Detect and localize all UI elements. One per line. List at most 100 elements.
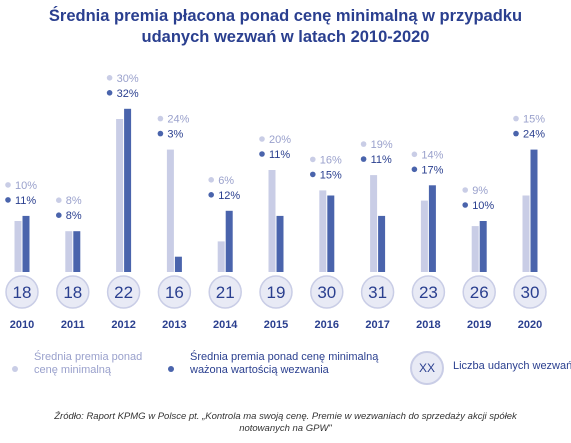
- x-tick-label-2013: 2013: [162, 319, 186, 331]
- bar-weighted-2014: [225, 210, 233, 272]
- legend-median-line-2: cenę minimalną: [34, 364, 112, 376]
- label-dot-weighted-2016: [310, 171, 316, 178]
- count-circle-2010: [5, 275, 39, 309]
- count-value-2020: 30: [521, 283, 540, 302]
- bar-median-2016: [319, 190, 327, 272]
- label-dot-median-2011: [56, 197, 62, 203]
- label-dot-median-2012: [106, 75, 113, 81]
- bar-median-2013: [166, 149, 174, 272]
- label-dot-weighted-2020: [513, 130, 519, 137]
- bar-weighted-2017: [378, 215, 386, 272]
- x-tick-label-2014: 2014: [213, 319, 238, 331]
- chart-title-line-1: Średnia premia płacona ponad cenę minima…: [48, 7, 523, 25]
- count-circle-2012: [106, 275, 141, 309]
- bar-median-2019: [471, 226, 479, 272]
- label-dot-weighted-2011: [56, 212, 62, 218]
- bar-median-2014: [217, 241, 225, 272]
- bar-weighted-2015: [276, 215, 284, 272]
- value-label-weighted-2017: 11%: [371, 154, 392, 166]
- bar-weighted-2013: [174, 256, 182, 272]
- count-value-2013: 16: [165, 283, 184, 302]
- count-circle-2019: [462, 275, 496, 309]
- source-line-1: Źródło: Raport KPMG w Polsce pt. „Kontro…: [54, 411, 517, 422]
- count-value-2016: 30: [317, 283, 336, 302]
- value-label-weighted-2012: 32%: [117, 88, 139, 100]
- value-label-median-2011: 8%: [66, 195, 82, 207]
- chart-title: Średnia premia płacona ponad cenę minima…: [0, 6, 571, 48]
- count-value-2018: 23: [419, 283, 438, 302]
- bar-median-2017: [370, 175, 378, 272]
- label-dot-weighted-2015: [259, 151, 265, 157]
- value-label-weighted-2019: 10%: [472, 200, 494, 212]
- label-dot-weighted-2018: [411, 166, 418, 173]
- source-line-2: notowanych na GPW": [239, 423, 332, 434]
- bar-median-2012: [116, 119, 124, 272]
- label-dot-median-2015: [259, 136, 265, 142]
- legend-weighted-line-2: ważona wartością wezwania: [190, 364, 329, 376]
- label-dot-weighted-2014: [208, 192, 214, 198]
- x-tick-label-2020: 2020: [518, 319, 542, 331]
- bar-weighted-2020: [530, 149, 538, 272]
- label-dot-median-2020: [513, 115, 519, 122]
- label-dot-weighted-2010: [5, 197, 11, 203]
- count-value-2019: 26: [470, 283, 489, 302]
- label-dot-weighted-2013: [157, 130, 164, 137]
- label-dot-median-2013: [157, 115, 164, 122]
- value-label-median-2010: 10%: [15, 180, 37, 192]
- count-value-2010: 18: [13, 283, 32, 302]
- count-value-2015: 19: [267, 283, 286, 302]
- bar-weighted-2018: [428, 185, 436, 272]
- bar-weighted-2016: [327, 195, 335, 272]
- label-dot-median-2014: [208, 177, 214, 183]
- value-label-weighted-2013: 3%: [167, 129, 183, 141]
- label-dot-median-2018: [411, 151, 418, 158]
- value-label-weighted-2011: 8%: [66, 210, 82, 222]
- x-tick-label-2016: 2016: [315, 319, 339, 331]
- legend-dot-median-icon: [12, 366, 18, 372]
- legend-dot-weighted-icon: [168, 366, 174, 372]
- chart-title-line-2: udanych wezwań w latach 2010-2020: [141, 28, 430, 46]
- value-label-median-2013: 24%: [167, 114, 189, 126]
- legend-weighted-line-1: Średnia premia ponad cenę minimalną: [190, 351, 379, 363]
- count-circle-2014: [208, 275, 242, 309]
- bar-median-2011: [65, 231, 73, 272]
- x-tick-label-2018: 2018: [416, 319, 440, 331]
- value-label-median-2017: 19%: [371, 139, 393, 151]
- label-dot-median-2017: [360, 141, 367, 147]
- count-circle-2013: [157, 275, 192, 309]
- value-label-median-2016: 16%: [320, 154, 342, 166]
- label-dot-weighted-2017: [360, 156, 367, 162]
- bar-median-2010: [14, 221, 22, 272]
- value-label-weighted-2016: 15%: [320, 169, 342, 181]
- count-circle-2016: [310, 275, 344, 309]
- count-value-2017: 31: [368, 283, 387, 302]
- label-dot-weighted-2012: [106, 90, 113, 96]
- bar-median-2018: [420, 200, 428, 272]
- count-value-2011: 18: [63, 283, 82, 302]
- legend-median-line-1: Średnia premia ponad: [34, 351, 143, 363]
- value-label-weighted-2015: 11%: [269, 149, 290, 161]
- value-label-weighted-2018: 17%: [421, 164, 443, 176]
- value-label-weighted-2020: 24%: [523, 129, 545, 141]
- value-label-median-2020: 15%: [523, 114, 545, 126]
- bar-median-2015: [268, 170, 276, 272]
- x-tick-label-2015: 2015: [264, 319, 288, 331]
- legend-count-label: Liczba udanych wezwań: [453, 360, 571, 372]
- value-label-median-2019: 9%: [472, 185, 488, 197]
- label-dot-median-2016: [310, 156, 316, 163]
- value-label-weighted-2010: 11%: [15, 195, 36, 207]
- bar-weighted-2019: [479, 221, 487, 272]
- count-circle-2018: [411, 275, 446, 309]
- value-label-median-2014: 6%: [218, 175, 234, 187]
- bar-weighted-2012: [124, 108, 132, 272]
- x-tick-label-2010: 2010: [10, 319, 34, 331]
- count-value-2014: 21: [216, 283, 235, 302]
- bar-weighted-2011: [73, 231, 81, 272]
- count-circle-2015: [259, 275, 293, 309]
- label-dot-median-2019: [462, 187, 469, 193]
- value-label-median-2018: 14%: [421, 149, 443, 161]
- bar-weighted-2010: [22, 215, 30, 272]
- bar-median-2020: [522, 195, 530, 272]
- source-note: Źródło: Raport KPMG w Polsce pt. „Kontro…: [0, 411, 571, 435]
